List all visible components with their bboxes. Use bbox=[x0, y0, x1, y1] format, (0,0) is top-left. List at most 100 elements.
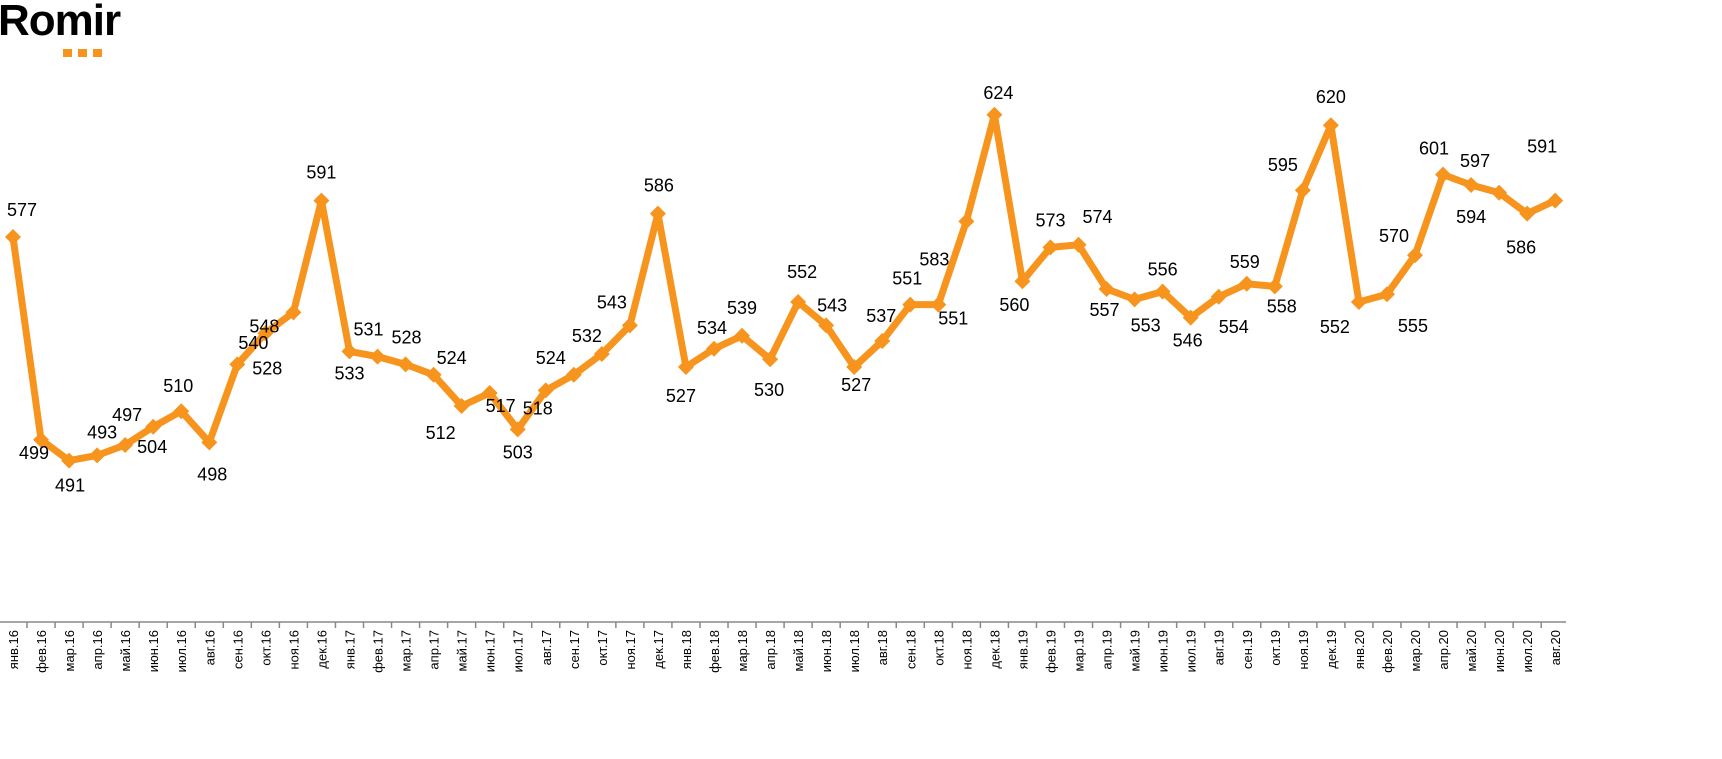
x-tick-label: дек.16 bbox=[314, 630, 329, 669]
data-label: 591 bbox=[306, 163, 336, 183]
x-tick-label: янв.18 bbox=[679, 630, 694, 669]
data-point-marker bbox=[565, 366, 582, 383]
x-tick-label: янв.16 bbox=[6, 630, 21, 669]
data-point-marker bbox=[1350, 294, 1367, 310]
data-label: 546 bbox=[1173, 331, 1203, 351]
data-label: 577 bbox=[7, 200, 37, 220]
data-label: 559 bbox=[1230, 252, 1260, 272]
x-tick-label: июн.16 bbox=[146, 630, 161, 672]
data-label: 591 bbox=[1527, 137, 1557, 157]
data-label: 503 bbox=[503, 442, 533, 462]
data-point-marker bbox=[201, 434, 218, 451]
data-point-marker bbox=[1519, 205, 1536, 222]
data-point-marker bbox=[313, 192, 330, 209]
data-label: 491 bbox=[55, 476, 85, 496]
data-point-marker bbox=[145, 418, 162, 435]
data-point-marker bbox=[425, 366, 442, 383]
data-label: 540 bbox=[238, 333, 268, 353]
data-point-marker bbox=[818, 317, 835, 334]
data-point-marker bbox=[341, 343, 358, 360]
data-label: 528 bbox=[392, 327, 422, 347]
logo-dot bbox=[93, 49, 102, 57]
data-label: 504 bbox=[137, 437, 167, 457]
x-tick-label: апр.17 bbox=[427, 630, 442, 670]
x-tick-label: фев.16 bbox=[34, 630, 49, 673]
data-point-marker bbox=[986, 106, 1003, 123]
data-point-marker bbox=[930, 296, 947, 313]
data-point-marker bbox=[5, 229, 21, 245]
x-tick-label: ноя.17 bbox=[623, 630, 638, 670]
data-point-marker bbox=[453, 398, 470, 414]
x-tick-label: дек.19 bbox=[1324, 630, 1339, 669]
x-tick-label: авг.20 bbox=[1548, 630, 1563, 665]
data-label: 543 bbox=[817, 295, 847, 315]
x-tick-label: май.19 bbox=[1128, 630, 1143, 672]
x-tick-label: апр.18 bbox=[763, 630, 778, 670]
x-tick-label: ноя.19 bbox=[1296, 630, 1311, 670]
x-tick-label: окт.18 bbox=[931, 630, 946, 666]
series-line bbox=[9, 111, 1557, 465]
data-label: 498 bbox=[197, 464, 227, 484]
data-point-marker bbox=[593, 346, 610, 362]
data-point-marker bbox=[89, 447, 106, 464]
data-label: 586 bbox=[644, 176, 674, 196]
x-tick-label: июл.17 bbox=[511, 630, 526, 672]
data-label: 601 bbox=[1419, 139, 1449, 159]
x-tick-label: янв.19 bbox=[1015, 630, 1030, 669]
data-label: 594 bbox=[1456, 207, 1486, 227]
data-label: 497 bbox=[112, 405, 142, 425]
data-point-marker bbox=[1070, 236, 1087, 253]
data-label: 586 bbox=[1506, 238, 1536, 258]
data-label: 527 bbox=[841, 375, 871, 395]
x-tick-label: июн.20 bbox=[1492, 630, 1507, 672]
x-tick-label: апр.20 bbox=[1436, 630, 1451, 670]
data-label: 530 bbox=[754, 380, 784, 400]
data-label: 531 bbox=[353, 320, 383, 340]
data-point-marker bbox=[1491, 184, 1508, 201]
data-label: 583 bbox=[919, 249, 949, 269]
data-point-marker bbox=[874, 333, 891, 349]
data-point-marker bbox=[1435, 166, 1452, 183]
x-tick-label: мар.20 bbox=[1408, 630, 1423, 671]
x-tick-label: окт.19 bbox=[1268, 630, 1283, 666]
data-point-marker bbox=[1547, 192, 1564, 209]
x-tick-label: авг.18 bbox=[875, 630, 890, 665]
data-label: 532 bbox=[572, 326, 602, 346]
data-label: 528 bbox=[252, 358, 282, 378]
x-tick-label: сен.18 bbox=[903, 630, 918, 669]
data-point-marker bbox=[1210, 288, 1227, 305]
data-point-marker bbox=[285, 304, 302, 321]
data-point-marker bbox=[117, 437, 134, 453]
data-point-marker bbox=[173, 403, 190, 420]
data-point-marker bbox=[397, 356, 414, 373]
x-tick-label: июл.18 bbox=[847, 630, 862, 672]
data-point-marker bbox=[481, 385, 498, 401]
data-point-marker bbox=[1238, 275, 1255, 292]
data-label: 512 bbox=[426, 423, 456, 443]
data-point-marker bbox=[257, 325, 274, 342]
x-tick-label: дек.18 bbox=[987, 630, 1002, 669]
data-point-marker bbox=[1014, 273, 1031, 290]
x-tick-label: июл.16 bbox=[174, 630, 189, 672]
romir-logo: Romir bbox=[0, 0, 160, 60]
data-point-marker bbox=[1407, 247, 1423, 264]
data-point-marker bbox=[902, 296, 919, 313]
data-label: 510 bbox=[163, 376, 193, 396]
data-label: 543 bbox=[597, 292, 627, 312]
x-tick-label: янв.20 bbox=[1352, 630, 1367, 669]
x-tick-label: апр.16 bbox=[90, 630, 105, 670]
data-label: 554 bbox=[1219, 317, 1249, 337]
x-tick-label: сен.17 bbox=[567, 630, 582, 669]
data-point-marker bbox=[846, 359, 863, 375]
data-label: 524 bbox=[536, 348, 566, 368]
data-label: 552 bbox=[787, 262, 817, 282]
data-label: 555 bbox=[1398, 316, 1428, 336]
data-point-marker bbox=[677, 359, 694, 375]
data-label: 551 bbox=[892, 269, 922, 289]
x-tick-label: ноя.18 bbox=[959, 630, 974, 670]
data-label: 553 bbox=[1131, 315, 1161, 335]
data-point-marker bbox=[229, 356, 246, 373]
data-label: 574 bbox=[1082, 207, 1112, 227]
data-label: 524 bbox=[437, 348, 467, 368]
